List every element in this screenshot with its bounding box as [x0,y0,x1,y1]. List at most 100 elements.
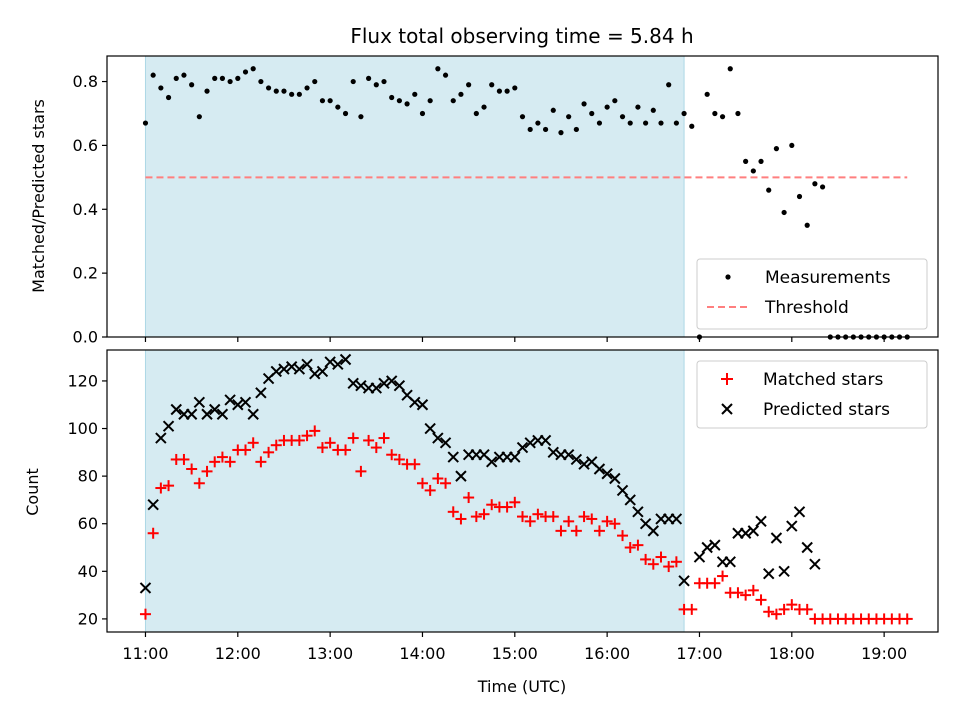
bottom-y-tick-label: 80 [78,467,98,486]
bottom-x-tick-label: 15:00 [492,644,538,663]
bottom-matched-point [578,511,590,523]
top-measurement-point [458,91,464,97]
top-measurement-point [481,104,487,110]
top-measurement-point [773,146,780,152]
bottom-y-tick-label: 60 [78,514,98,533]
top-measurement-point [804,222,810,228]
top-measurement-point [242,69,249,75]
bottom-predicted-point [147,498,159,511]
bottom-y-tick-label: 100 [67,419,98,438]
top-plot-frame [106,55,939,338]
bottom-predicted-point [162,420,175,432]
bottom-predicted-point [155,432,167,444]
top-measurement-point [196,114,202,120]
bottom-predicted-point [647,525,660,537]
bottom-matched-point [786,599,798,611]
top-measurement-point [165,94,172,101]
top-measurement-point [281,88,287,94]
bottom-matched-point [363,434,375,446]
top-measurement-point [419,110,426,117]
top-measurement-point [781,209,787,216]
bottom-matched-point [139,608,151,620]
top-measurement-point [766,187,772,193]
bottom-axes: 20 40 60 80 100 120 11:00 12:00 13:00 14:00 15:00 1… [67,371,907,663]
bottom-y-tick-label: 40 [78,562,98,581]
bottom-matched-point [670,556,682,568]
bottom-predicted-point [193,396,206,409]
bottom-predicted-point [724,556,736,568]
top-measurement-point [150,72,156,78]
bottom-matched-point [463,492,475,504]
top-measurement-point [304,85,310,91]
top-measurement-point [535,120,541,126]
top-measurement-point [735,110,741,117]
bottom-matched-point [240,444,251,456]
bottom-matched-point [647,558,659,570]
bottom-matched-point [655,551,667,563]
bottom-predicted-point [301,358,313,370]
bottom-matched-point [355,465,367,477]
top-measurement-point [727,66,733,72]
bottom-matched-point [155,482,167,494]
bottom-matched-point [378,432,390,444]
top-measurement-point [373,82,379,88]
top-observing-window [144,55,685,338]
bottom-predicted-point [285,360,298,373]
bottom-predicted-point [378,377,390,390]
bottom-observing-window [144,349,685,633]
bottom-matched-point [478,508,490,520]
bottom-predicted-point [524,437,536,449]
bottom-predicted-point [432,432,444,444]
bottom-x-tick-label: 19:00 [861,644,907,663]
bottom-y-axis-label: Count [23,468,42,516]
bottom-predicted-point [509,451,521,463]
bottom-legend-predicted-label: Predicted stars [763,400,890,420]
bottom-predicted-point [693,551,706,563]
bottom-predicted-point [255,387,267,399]
top-measurement-point [519,114,526,120]
top-measurement-point [504,88,510,94]
bottom-matched-point [709,577,721,589]
top-measurement-point [719,114,726,120]
bottom-matched-point [470,511,482,523]
bottom-legend-box [696,360,928,429]
bottom-matched-point [755,594,767,606]
top-measurement-point [789,142,795,149]
bottom-matched-point [486,499,498,511]
bottom-predicted-point [701,541,713,554]
top-measurement-point [442,72,449,78]
top-measurement-point [681,110,687,117]
top-y-tick-label: 0.4 [73,200,98,219]
top-measurement-point [227,78,233,85]
bottom-predicted-point [201,408,213,420]
top-measurement-point [427,98,433,104]
bottom-matched-point [309,425,321,437]
top-axes: 0.0 0.2 0.4 0.6 0.8 [73,72,885,347]
top-measurement-point [819,184,826,190]
top-measurement-point [673,120,679,126]
top-measurement-point [381,78,387,85]
bottom-predicted-point [355,379,367,392]
bottom-matched-point [555,525,567,537]
bottom-matched-point [209,456,221,468]
bottom-matched-point [424,484,436,496]
top-y-tick-label: 0.0 [73,328,98,347]
bottom-matched-point [563,515,575,527]
top-measurement-point [758,158,764,164]
bottom-y-tick-label: 20 [78,609,98,628]
bottom-matched-point [763,606,775,618]
bottom-matched-point [340,444,352,456]
bottom-legend-plus-marker [721,373,733,385]
bottom-matched-point [455,513,467,525]
top-measurement-point [589,110,595,117]
bottom-predicted-point [385,375,398,387]
top-measurement-point [466,82,472,88]
top-measurement-point [619,114,626,120]
top-measurement-point [350,78,356,85]
bottom-y-tick-label: 120 [67,371,98,390]
bottom-matched-point [686,603,698,615]
bottom-predicted-point [486,456,498,468]
bottom-matched-point [524,515,536,527]
bottom-predicted-point [547,446,559,459]
bottom-predicted-point [578,458,590,470]
